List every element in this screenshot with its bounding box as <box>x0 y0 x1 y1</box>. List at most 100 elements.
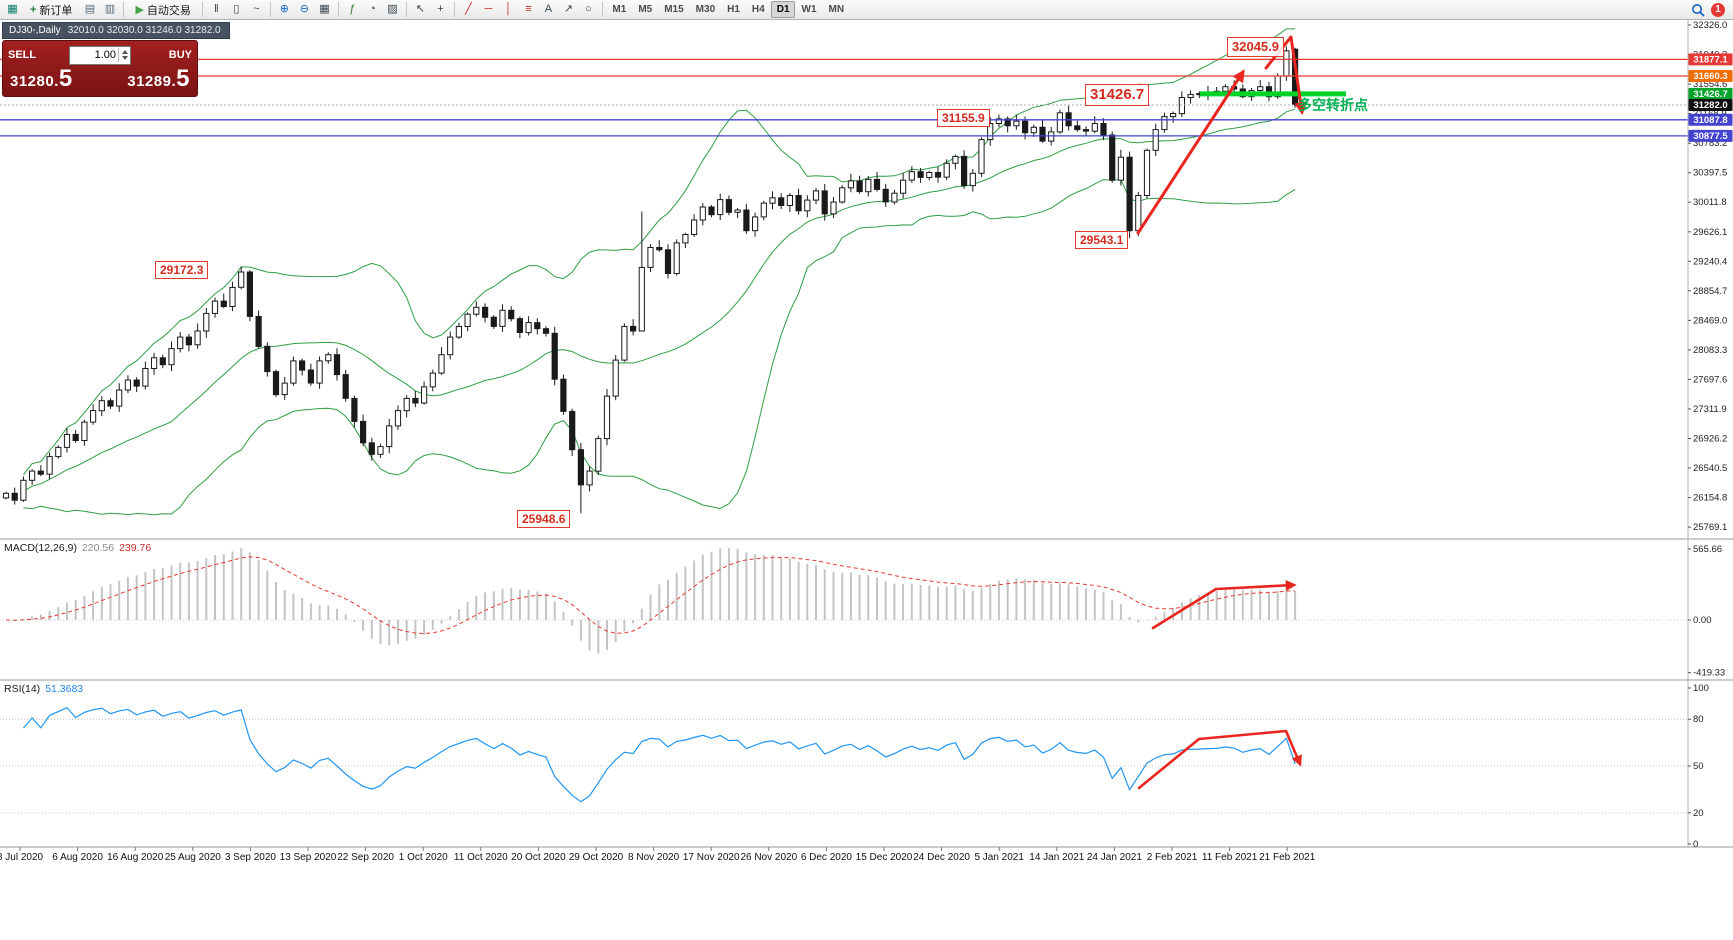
macd-tick-label: 565.66 <box>1693 544 1722 555</box>
macd-tick-label: 0.00 <box>1693 615 1712 626</box>
candlestick-chart-icon[interactable]: ▯ <box>227 1 246 18</box>
price-callout[interactable]: 25948.6 <box>517 510 571 529</box>
terminal-icon: ▥ <box>104 3 116 15</box>
chart-title-tab[interactable]: DJ30-,Daily 32010.0 32030.0 31246.0 3128… <box>2 22 230 39</box>
terminal-icon[interactable]: ▥ <box>100 1 119 18</box>
price-callout[interactable]: 32045.9 <box>1227 37 1284 57</box>
new-order-button[interactable]: + 新订单 <box>23 1 79 18</box>
crosshair-icon[interactable]: + <box>431 1 450 18</box>
auto-trading-button[interactable]: ▶ 自动交易 <box>128 1 197 18</box>
date-tick-label: 15 Dec 2020 <box>856 852 913 863</box>
price-callout[interactable]: 31155.9 <box>937 109 990 128</box>
fibonacci-icon: ≡ <box>525 3 532 15</box>
date-tick-label: 1 Oct 2020 <box>399 852 448 863</box>
notification-badge[interactable]: 1 <box>1711 2 1725 17</box>
chart-ohlc-values: 32010.0 32030.0 31246.0 31282.0 <box>67 25 221 36</box>
buy-button[interactable]: BUY <box>131 49 192 61</box>
toolbar-items: ▦ + 新订单 ▤ ▥ ▶ 自动交易 ‖ ▯ ~ ⊕ ⊖ ▦ ƒ ◔ ▨ ↖ + ╱ ─ │ ≡ A ↗ ○ M1 M5 M15 M30… <box>3 0 850 19</box>
buy-price[interactable]: 31289.5 <box>127 65 190 92</box>
line-chart-icon[interactable]: ~ <box>247 1 266 18</box>
date-tick-label: 13 Sep 2020 <box>280 852 337 863</box>
price-tick-label: 27697.6 <box>1693 374 1727 385</box>
rsi-tick-label: 20 <box>1693 808 1704 819</box>
price-tick-label: 31554.6 <box>1693 79 1727 90</box>
timeframe-h1-button[interactable]: H1 <box>722 1 746 18</box>
price-tag-label: 31282.0 <box>1693 100 1727 111</box>
date-tick-label: 17 Nov 2020 <box>683 852 740 863</box>
arrow-tool-icon[interactable]: ↗ <box>559 1 578 18</box>
shapes-tool-icon: ○ <box>585 3 592 15</box>
price-tick-label: 26154.8 <box>1693 493 1727 504</box>
text-tool-icon: A <box>544 3 553 15</box>
rsi-tick-label: 0 <box>1693 839 1698 850</box>
timeframe-h4-button[interactable]: H4 <box>746 1 770 18</box>
timeframe-m1-button[interactable]: M1 <box>607 1 632 18</box>
timeframe-mn-button[interactable]: MN <box>823 1 850 18</box>
arrow-tool-icon: ↗ <box>563 3 574 15</box>
shapes-tool-icon[interactable]: ○ <box>579 1 598 18</box>
price-tick-label: 32326.0 <box>1693 20 1727 31</box>
vertical-line-icon[interactable]: │ <box>499 1 518 18</box>
date-tick-label: 26 Nov 2020 <box>740 852 797 863</box>
volume-value[interactable]: 1.00 <box>94 49 116 61</box>
toolbar-separator <box>123 2 125 17</box>
date-tick-label: 6 Dec 2020 <box>801 852 853 863</box>
bar-chart-icon: ‖ <box>214 3 219 15</box>
timeframe-d1-button[interactable]: D1 <box>771 1 796 18</box>
chart-window-icon[interactable]: ▦ <box>3 1 22 18</box>
price-tag-label: 30877.5 <box>1693 131 1728 142</box>
toolbar-right: 1 <box>1691 2 1725 17</box>
toolbar-button-label: 新订单 <box>39 4 73 17</box>
trendline-icon[interactable]: ╱ <box>459 1 478 18</box>
zoom-out-icon[interactable]: ⊖ <box>295 1 314 18</box>
cursor-icon[interactable]: ↖ <box>411 1 430 18</box>
fibonacci-icon[interactable]: ≡ <box>519 1 538 18</box>
timeframe-m30-button[interactable]: M30 <box>690 1 720 18</box>
date-tick-label: 14 Jan 2021 <box>1029 852 1084 863</box>
price-callout[interactable]: 29172.3 <box>155 261 209 280</box>
toolbar-separator <box>601 2 603 17</box>
volume-up-icon[interactable] <box>121 50 128 54</box>
price-tag-label: 31877.1 <box>1693 55 1728 66</box>
tile-windows-icon: ▦ <box>319 3 330 15</box>
sell-button[interactable]: SELL <box>8 49 69 61</box>
tile-windows-icon[interactable]: ▦ <box>315 1 334 18</box>
zoom-out-icon: ⊖ <box>299 3 310 15</box>
price-tag-label: 31426.7 <box>1693 89 1727 100</box>
profiles-icon[interactable]: ▤ <box>80 1 99 18</box>
rsi-tick-label: 80 <box>1693 714 1704 725</box>
date-tick-label: 11 Oct 2020 <box>454 852 508 863</box>
price-tick-label: 30011.8 <box>1693 197 1727 208</box>
rsi-tick-label: 50 <box>1693 761 1704 772</box>
templates-icon: ▨ <box>387 3 398 15</box>
timeframe-m15-button[interactable]: M15 <box>659 1 689 18</box>
text-tool-icon[interactable]: A <box>539 1 558 18</box>
sell-price[interactable]: 31280.5 <box>10 65 73 92</box>
date-tick-label: 8 Jul 2020 <box>0 852 44 863</box>
templates-icon[interactable]: ▨ <box>383 1 402 18</box>
volume-spinner[interactable] <box>118 48 130 62</box>
date-tick-label: 29 Oct 2020 <box>569 852 624 863</box>
periods-icon: ◔ <box>369 3 376 15</box>
price-tag-label: 31660.3 <box>1693 71 1727 82</box>
zoom-in-icon[interactable]: ⊕ <box>275 1 294 18</box>
indicators-icon[interactable]: ƒ <box>343 1 362 18</box>
bar-chart-icon[interactable]: ‖ <box>207 1 226 18</box>
volume-down-icon[interactable] <box>121 56 128 60</box>
search-icon[interactable] <box>1691 3 1705 17</box>
price-tick-label: 29626.1 <box>1693 227 1727 238</box>
price-tick-label: 28083.3 <box>1693 345 1727 356</box>
volume-stepper[interactable]: 1.00 <box>69 45 131 65</box>
timeframe-m5-button[interactable]: M5 <box>633 1 658 18</box>
timeframe-w1-button[interactable]: W1 <box>796 1 822 18</box>
periods-icon[interactable]: ◔ <box>363 1 382 18</box>
auto-trading-icon: ▶ <box>135 4 144 16</box>
turning-point-label[interactable]: 多空转折点 <box>1298 97 1368 113</box>
price-callout[interactable]: 29543.1 <box>1075 231 1129 250</box>
toolbar-separator <box>201 2 203 17</box>
price-callout[interactable]: 31426.7 <box>1085 84 1150 107</box>
candlestick-chart-icon: ▯ <box>233 3 240 15</box>
horizontal-line-icon[interactable]: ─ <box>479 1 498 18</box>
